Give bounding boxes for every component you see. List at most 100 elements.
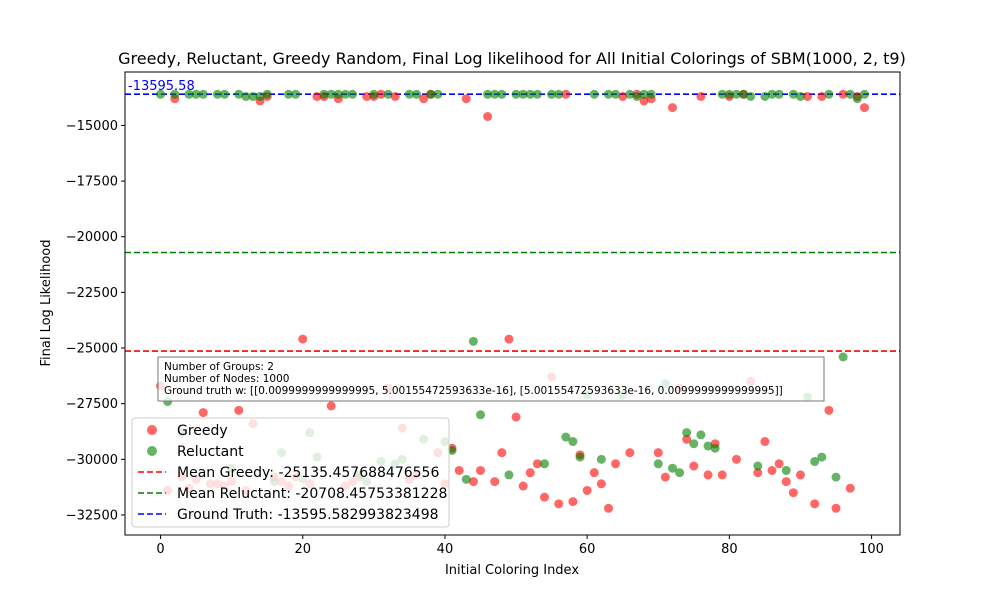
greedy-point-79 [717, 470, 727, 480]
reluctant-point-93 [817, 452, 827, 462]
reluctant-point-80 [724, 89, 734, 99]
reluctant-point-5 [191, 89, 201, 99]
greedy-point-29 [362, 91, 372, 101]
x-axis: 0 20 40 60 80 100 [156, 535, 884, 557]
reluctant-point-27 [348, 89, 358, 99]
info-line-ground-truth-w: Ground truth w: [[0.0099999999999995, 5.… [164, 385, 783, 397]
greedy-point-84 [753, 468, 763, 478]
y-tick-label--30000: −30000 [66, 453, 118, 468]
reluctant-point-56 [554, 89, 564, 99]
greedy-point-46 [483, 112, 493, 122]
greedy-point-20 [298, 334, 308, 344]
greedy-point-75 [689, 461, 699, 471]
x-tick-label-0: 0 [156, 542, 164, 557]
info-line-groups: Number of Groups: 2 [164, 361, 274, 373]
reluctant-point-70 [653, 459, 663, 469]
greedy-point-50 [511, 412, 521, 422]
chart-title: Greedy, Reluctant, Greedy Random, Final … [118, 49, 906, 68]
reluctant-point-19 [291, 89, 301, 99]
greedy-point-93 [817, 91, 827, 101]
info-box: Number of Groups: 2 Number of Nodes: 100… [157, 356, 825, 402]
reluctant-point-45 [476, 410, 486, 420]
reluctant-point-82 [739, 89, 749, 99]
ground-truth-annotation: -13595.58 [128, 79, 195, 94]
reluctant-point-55 [547, 89, 557, 99]
greedy-point-89 [788, 488, 798, 498]
greedy-point-68 [639, 96, 649, 106]
reluctant-point-15 [262, 89, 272, 99]
reluctant-point-0 [156, 89, 166, 99]
greedy-point-58 [568, 497, 578, 507]
reluctant-point-81 [731, 89, 741, 99]
reluctant-point-97 [845, 89, 855, 99]
reluctant-point-51 [518, 89, 528, 99]
x-tick-label-20: 20 [294, 542, 311, 557]
legend-label-reluctant: Reluctant [177, 444, 244, 460]
reluctant-point-59 [575, 452, 585, 462]
greedy-point-60 [582, 485, 592, 495]
reluctant-point-83 [746, 91, 756, 101]
y-tick-label--20000: −20000 [66, 230, 118, 245]
reluctant-point-30 [369, 89, 379, 99]
reluctant-point-58 [568, 437, 578, 447]
greedy-point-61 [589, 468, 599, 478]
reluctant-point-18 [284, 89, 294, 99]
reluctant-point-50 [511, 89, 521, 99]
reluctant-point-44 [468, 336, 478, 346]
greedy-point-81 [731, 454, 741, 464]
reluctant-point-49 [504, 470, 514, 480]
reluctant-point-52 [525, 89, 535, 99]
reluctant-point-73 [675, 468, 685, 478]
greedy-point-96 [838, 89, 848, 99]
reluctant-point-24 [326, 89, 336, 99]
greedy-point-87 [774, 459, 784, 469]
plot-frame [124, 71, 901, 536]
y-tick-label--32500: −32500 [66, 508, 118, 523]
greedy-point-37 [419, 94, 429, 104]
x-tick-label-60: 60 [579, 542, 596, 557]
reluctant-point-39 [433, 89, 443, 99]
greedy-point-11 [234, 405, 244, 415]
reluctant-point-35 [404, 89, 414, 99]
greedy-point-66 [625, 448, 635, 458]
reluctant-point-12 [241, 91, 251, 101]
legend: Greedy Reluctant Mean Greedy: -25135.457… [131, 417, 450, 528]
greedy-point-86 [767, 465, 777, 475]
greedy-point-91 [803, 91, 813, 101]
reluctant-point-13 [248, 91, 258, 101]
y-tick-label--17500: −17500 [66, 175, 118, 190]
reluctant-point-54 [539, 459, 549, 469]
reluctant-point-84 [753, 461, 763, 471]
x-tick-label-100: 100 [859, 542, 884, 557]
reluctant-point-95 [831, 472, 841, 482]
greedy-point-65 [618, 91, 628, 101]
reluctant-point-62 [596, 454, 606, 464]
legend-label-greedy: Greedy [177, 423, 228, 439]
greedy-point-97 [845, 483, 855, 493]
greedy-point-45 [476, 465, 486, 475]
greedy-point-63 [603, 503, 613, 513]
greedy-point-71 [660, 472, 670, 482]
reluctant-point-38 [426, 89, 436, 99]
y-tick-label--15000: −15000 [66, 119, 118, 134]
reluctant-point-67 [632, 91, 642, 101]
greedy-point-72 [667, 103, 677, 113]
greedy-point-49 [504, 334, 514, 344]
greedy-point-44 [468, 477, 478, 487]
greedy-point-42 [454, 465, 464, 475]
reluctant-point-36 [412, 89, 422, 99]
reluctant-point-72 [667, 463, 677, 473]
greedy-point-74 [682, 434, 692, 444]
reluctant-point-79 [717, 89, 727, 99]
reluctant-point-92 [810, 457, 820, 467]
reluctant-point-74 [682, 428, 692, 438]
reluctant-point-89 [788, 89, 798, 99]
reluctant-point-64 [611, 89, 621, 99]
reluctant-point-77 [703, 441, 713, 451]
reluctant-point-78 [710, 443, 720, 453]
reluctant-point-86 [767, 89, 777, 99]
greedy-point-24 [326, 401, 336, 411]
reluctant-point-61 [589, 89, 599, 99]
legend-label-mean-reluctant: Mean Reluctant: -20708.45753381228 [177, 486, 447, 502]
